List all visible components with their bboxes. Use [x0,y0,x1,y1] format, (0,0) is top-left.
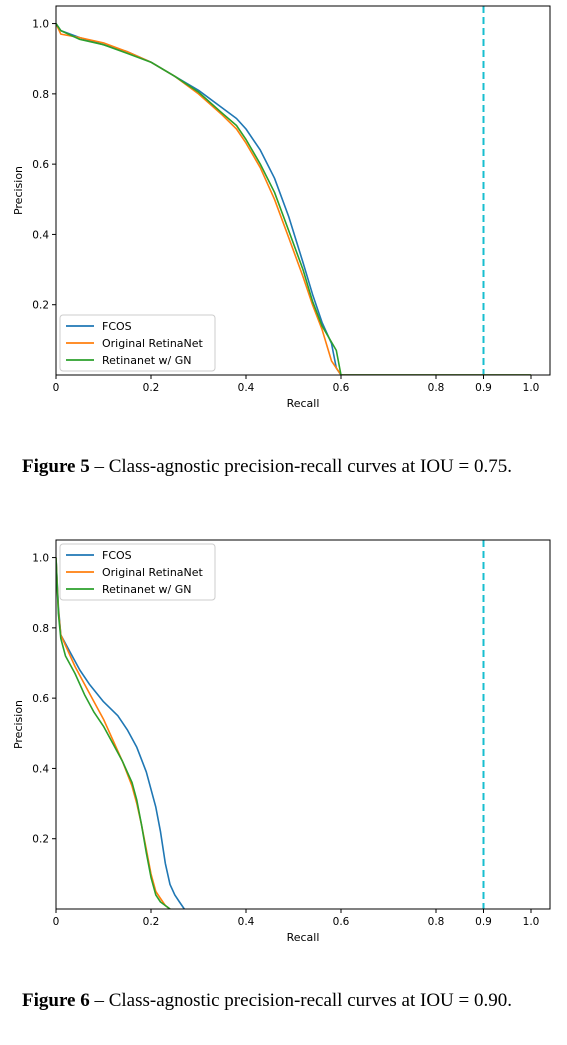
x-tick-label: 0.2 [143,916,160,928]
legend: FCOS Original RetinaNet Retinanet w/ GN [59,543,216,601]
series-line-2 [56,557,171,909]
x-axis-label: Recall [287,931,320,944]
x-tick-label: 1.0 [523,916,540,928]
x-tick-label: 0.6 [333,916,350,928]
legend-label-2: Retinanet w/ GN [102,354,192,367]
x-tick-label: 0 [53,382,60,394]
x-tick-label: 0.2 [143,382,160,394]
figure-6-caption-label: Figure 6 [22,990,90,1011]
x-tick-label: 0.6 [333,382,350,394]
legend-label-2: Retinanet w/ GN [102,583,192,596]
series-line-0 [56,557,185,909]
y-tick-label: 0.4 [32,229,49,241]
plot-frame [55,539,551,910]
y-axis-label: Precision [12,166,25,215]
series-line-1 [56,557,171,909]
figure-6-caption: Figure 6 – Class-agnostic precision-reca… [22,988,545,1014]
x-axis-label: Recall [287,397,320,410]
y-tick-label: 0.2 [32,300,49,312]
x-tick-label: 1.0 [523,382,540,394]
figure-6: 0 0.2 0.4 0.6 0.8 0.9 1.0 0.2 0.4 0.6 0.8 1.0 Recall… [0,534,567,954]
series-line-1 [56,23,531,375]
y-tick-label: 0.8 [32,89,49,101]
figure-5: 0 0.2 0.4 0.6 0.8 0.9 1.0 0.2 0.4 0.6 0.8 1.0 Recall… [0,0,567,420]
x-tick-label: 0.4 [238,916,255,928]
x-tick-label: 0.4 [238,382,255,394]
legend-box [59,543,216,601]
legend: FCOS Original RetinaNet Retinanet w/ GN [59,314,216,372]
legend-label-0: FCOS [102,320,132,333]
y-tick-label: 0.4 [32,763,49,775]
y-tick-label: 0.6 [32,693,49,705]
figure-5-caption: Figure 5 – Class-agnostic precision-reca… [22,454,545,480]
x-tick-label: 0 [53,916,60,928]
y-tick-label: 0.8 [32,623,49,635]
y-axis-label: Precision [12,700,25,749]
y-tick-label: 0.6 [32,159,49,171]
y-tick-label: 1.0 [32,553,49,565]
x-tick-label: 0.9 [475,916,492,928]
pr-chart-iou-075: 0 0.2 0.4 0.6 0.8 0.9 1.0 0.2 0.4 0.6 0.8 1.0 Recall… [12,5,551,410]
legend-box [59,314,216,372]
x-tick-label: 0.8 [428,382,445,394]
figure-5-caption-text: – Class-agnostic precision-recall curves… [94,456,512,477]
x-tick-label: 0.8 [428,916,445,928]
legend-label-0: FCOS [102,549,132,562]
legend-label-1: Original RetinaNet [102,337,204,350]
plot-frame [55,5,551,376]
legend-label-1: Original RetinaNet [102,566,204,579]
figure-5-caption-label: Figure 5 [22,456,90,477]
figure-6-caption-text: – Class-agnostic precision-recall curves… [94,990,512,1011]
x-tick-label: 0.9 [475,382,492,394]
series-line-2 [56,23,531,375]
y-tick-label: 0.2 [32,834,49,846]
y-tick-label: 1.0 [32,19,49,31]
pr-chart-iou-090: 0 0.2 0.4 0.6 0.8 0.9 1.0 0.2 0.4 0.6 0.8 1.0 Recall… [12,539,551,944]
